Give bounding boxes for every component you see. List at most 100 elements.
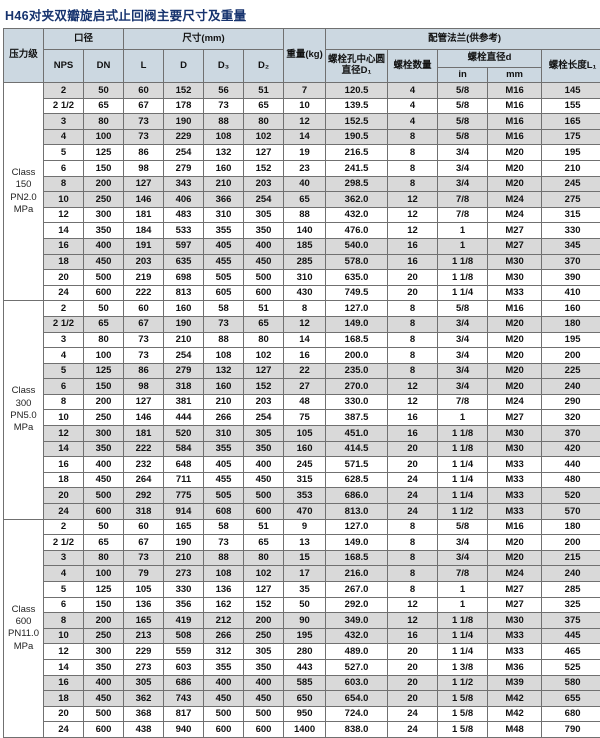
table-cell: 139.5 xyxy=(326,98,388,114)
table-cell: 8 xyxy=(388,535,438,551)
table-cell: 24 xyxy=(388,472,438,488)
col-header-pressure-class: 压力级 xyxy=(4,29,44,83)
table-cell: 98 xyxy=(124,160,164,176)
table-cell: 190 xyxy=(164,535,204,551)
table-cell: 152 xyxy=(244,379,284,395)
table-cell: 127.0 xyxy=(326,519,388,535)
table-cell: 1 1/4 xyxy=(438,644,488,660)
table-cell: 3/4 xyxy=(438,348,488,364)
table-cell: 400 xyxy=(244,238,284,254)
table-cell: 195 xyxy=(542,145,600,161)
table-cell: 24 xyxy=(388,488,438,504)
table-cell: 8 xyxy=(44,394,84,410)
table-cell: 160 xyxy=(164,301,204,317)
table-cell: 8 xyxy=(388,566,438,582)
table-cell: 500 xyxy=(84,488,124,504)
table-cell: 149.0 xyxy=(326,535,388,551)
table-cell: 6 xyxy=(44,160,84,176)
pressure-class-label-0: Class 150 PN2.0 MPa xyxy=(4,83,44,301)
table-cell: M20 xyxy=(488,316,542,332)
table-cell: 190 xyxy=(164,316,204,332)
table-cell: 229 xyxy=(164,129,204,145)
table-cell: 235.0 xyxy=(326,363,388,379)
table-cell: 50 xyxy=(84,301,124,317)
table-cell: 16 xyxy=(388,410,438,426)
table-cell: 24 xyxy=(388,504,438,520)
table-cell: 305 xyxy=(244,207,284,223)
table-cell: 8 xyxy=(388,550,438,566)
table-cell: 136 xyxy=(124,597,164,613)
table-cell: 150 xyxy=(84,597,124,613)
table-cell: 10 xyxy=(44,410,84,426)
table-cell: 88 xyxy=(284,207,326,223)
table-cell: 350 xyxy=(84,441,124,457)
table-cell: 450 xyxy=(84,691,124,707)
table-cell: 48 xyxy=(284,394,326,410)
table-cell: 190.5 xyxy=(326,129,388,145)
table-cell: 80 xyxy=(244,114,284,130)
table-cell: 362.0 xyxy=(326,192,388,208)
table-cell: 3/4 xyxy=(438,145,488,161)
table-cell: 160 xyxy=(284,441,326,457)
table-cell: 483 xyxy=(164,207,204,223)
table-cell: 65 xyxy=(84,535,124,551)
table-cell: 100 xyxy=(84,129,124,145)
table-cell: 7/8 xyxy=(438,192,488,208)
pressure-class-label-1: Class 300 PN5.0 MPa xyxy=(4,301,44,519)
table-cell: 5/8 xyxy=(438,114,488,130)
table-cell: 650 xyxy=(284,691,326,707)
table-cell: 419 xyxy=(164,613,204,629)
table-cell: 330.0 xyxy=(326,394,388,410)
table-cell: 145 xyxy=(542,83,600,99)
table-cell: 180 xyxy=(542,519,600,535)
table-cell: 7/8 xyxy=(438,394,488,410)
col-header-bolt-qty: 螺栓数量 xyxy=(388,50,438,83)
table-cell: 27 xyxy=(284,379,326,395)
table-cell: 65 xyxy=(244,98,284,114)
table-cell: M30 xyxy=(488,426,542,442)
table-cell: 400 xyxy=(244,457,284,473)
table-cell: 489.0 xyxy=(326,644,388,660)
table-cell: 950 xyxy=(284,706,326,722)
table-cell: 10 xyxy=(44,192,84,208)
table-cell: 232 xyxy=(124,457,164,473)
table-cell: 210 xyxy=(164,550,204,566)
table-cell: M33 xyxy=(488,472,542,488)
table-cell: 210 xyxy=(164,332,204,348)
table-cell: 5/8 xyxy=(438,98,488,114)
table-cell: 16 xyxy=(284,348,326,364)
table-cell: 585 xyxy=(284,675,326,691)
table-cell: 88 xyxy=(204,114,244,130)
table-cell: 635 xyxy=(164,254,204,270)
table-cell: 108 xyxy=(204,348,244,364)
table-cell: 445 xyxy=(542,628,600,644)
table-cell: 73 xyxy=(204,98,244,114)
table-cell: 508 xyxy=(164,628,204,644)
table-cell: 60 xyxy=(124,519,164,535)
table-cell: 1 1/2 xyxy=(438,675,488,691)
table-cell: 279 xyxy=(164,363,204,379)
table-cell: 686 xyxy=(164,675,204,691)
table-cell: 1 1/4 xyxy=(438,472,488,488)
table-cell: 86 xyxy=(124,145,164,161)
table-cell: 168.5 xyxy=(326,332,388,348)
table-cell: 254 xyxy=(244,192,284,208)
table-cell: 250 xyxy=(84,628,124,644)
table-cell: 438 xyxy=(124,722,164,738)
table-cell: 20 xyxy=(44,270,84,286)
table-cell: M27 xyxy=(488,238,542,254)
table-cell: 527.0 xyxy=(326,659,388,675)
table-cell: 1 1/2 xyxy=(438,504,488,520)
table-cell: 2 1/2 xyxy=(44,316,84,332)
table-cell: 15 xyxy=(284,550,326,566)
table-cell: 190 xyxy=(164,114,204,130)
table-cell: 12 xyxy=(44,207,84,223)
table-cell: 58 xyxy=(204,519,244,535)
